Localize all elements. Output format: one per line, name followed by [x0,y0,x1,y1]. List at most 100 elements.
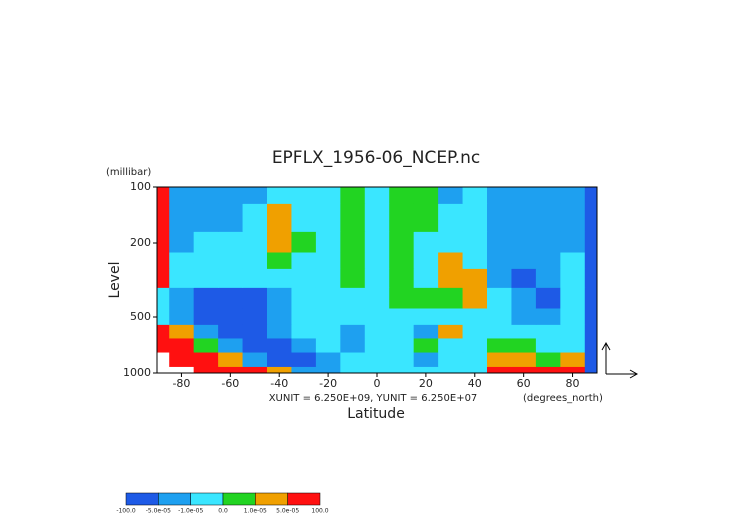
contour-cell [584,231,598,253]
contour-cell [315,268,341,288]
contour-cell [584,268,598,288]
contour-cell [413,231,439,253]
contour-cell [193,366,219,374]
contour-cell [169,352,195,367]
contour-cell [487,324,512,339]
contour-cell [462,252,488,269]
contour-cell [193,187,219,204]
contour-cell [169,287,195,309]
contour-cell [291,231,317,253]
contour-cell [462,231,488,253]
contour-cell [340,307,366,325]
contour-cell [218,287,244,309]
contour-cell [438,287,464,309]
contour-cell [535,337,561,353]
contour-cell [413,187,439,204]
contour-cell [511,307,537,325]
contour-cell [511,352,537,367]
contour-cell [487,337,512,353]
contour-cell [487,287,512,309]
reference-vector [601,341,639,379]
contour-cell [267,268,292,288]
contour-cell [242,231,268,253]
contour-cell [157,337,170,353]
colorbar-label: 5.0e-05 [276,508,299,515]
contour-cell [462,366,488,374]
contour-cell [340,268,366,288]
contour-cell [218,231,244,253]
contour-cell [267,203,292,232]
contour-cell [584,366,598,374]
colorbar-box [255,492,288,506]
contour-cell [157,252,170,269]
contour-cell [560,287,586,309]
contour-cell [169,307,195,325]
contour-cell [169,324,195,339]
contour-cell [242,252,268,269]
contour-cell [438,252,464,269]
contour-cell [487,268,512,288]
colorbar-box [190,492,224,506]
contour-cell [218,252,244,269]
contour-cell [438,324,464,339]
contour-cell [218,268,244,288]
contour-cell [340,187,366,204]
contour-cell [389,203,415,232]
contour-cell [487,187,512,204]
contour-cell [389,337,415,353]
contour-cell [218,324,244,339]
contour-cell [267,352,292,367]
contour-cell [487,203,512,232]
contour-cell [169,268,195,288]
contour-cell [462,324,488,339]
contour-cell [242,287,268,309]
contour-cell [560,268,586,288]
contour-cell [291,203,317,232]
contour-cell [413,287,439,309]
contour-cell [584,352,598,367]
contour-cell [438,307,464,325]
contour-cell [535,352,561,367]
contour-cell [438,231,464,253]
contour-cell [157,324,170,339]
x-tick-label: 80 [566,377,580,390]
contour-cell [389,307,415,325]
contour-cell [389,231,415,253]
contour-cell [535,187,561,204]
contour-cell [218,337,244,353]
contour-cell [291,324,317,339]
contour-cell [242,203,268,232]
contour-cell [413,366,439,374]
contour-cell [267,187,292,204]
colorbar-box [158,492,191,506]
contour-cell [169,187,195,204]
contour-cell [438,352,464,367]
contour-cell [315,252,341,269]
contour-cell [218,187,244,204]
contour-cell [584,307,598,325]
contour-cell [267,231,292,253]
contour-cell [584,203,598,232]
contour-cell [364,268,390,288]
contour-cell [364,366,390,374]
contour-cell [535,231,561,253]
contour-cell [389,366,415,374]
contour-cell [193,324,219,339]
contour-cell [193,337,219,353]
contour-cell [584,252,598,269]
contour-cell [242,307,268,325]
contour-cell [291,252,317,269]
contour-cell [438,366,464,374]
contour-cell [462,203,488,232]
contour-cell [340,252,366,269]
contour-cell [462,352,488,367]
contour-cell [438,203,464,232]
contour-cell [193,307,219,325]
contour-cell [511,187,537,204]
contour-cell [389,252,415,269]
contour-cell [584,187,598,204]
contour-cell [242,352,268,367]
contour-cell [242,337,268,353]
contour-cell [413,337,439,353]
contour-cell [157,203,170,232]
